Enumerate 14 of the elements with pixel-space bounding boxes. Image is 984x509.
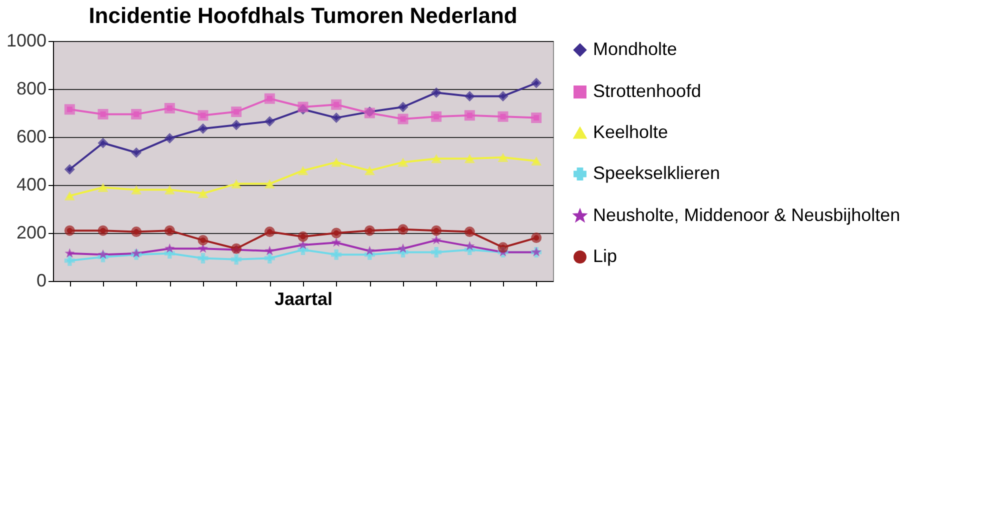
y-tick-label: 400 — [16, 174, 46, 194]
y-tick-label: 0 — [36, 270, 46, 290]
legend-label: Neusholte, Middenoor & Neusbijholten — [593, 205, 900, 225]
y-tick-label: 800 — [16, 78, 46, 98]
legend-label: Keelholte — [593, 122, 668, 142]
y-tick-label: 200 — [16, 222, 46, 242]
legend-label: Speekselklieren — [593, 163, 720, 183]
legend-label: Strottenhoofd — [593, 81, 702, 101]
y-tick-label: 1000 — [6, 30, 46, 50]
chart-title: Incidentie Hoofdhals Tumoren Nederland — [88, 3, 518, 28]
y-tick-label: 600 — [16, 126, 46, 146]
legend-label: Mondholte — [593, 39, 678, 59]
x-axis-title: Jaartal — [274, 289, 333, 309]
legend-label: Lip — [593, 246, 618, 266]
